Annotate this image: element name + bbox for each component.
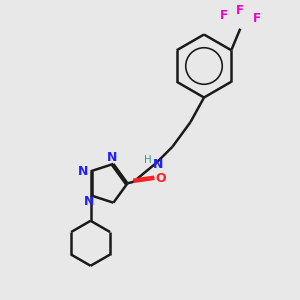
Text: H: H <box>144 154 152 165</box>
Text: N: N <box>78 165 88 178</box>
Text: F: F <box>220 9 228 22</box>
Text: O: O <box>156 172 167 185</box>
Text: F: F <box>236 4 244 16</box>
Text: F: F <box>253 12 261 25</box>
Text: N: N <box>84 195 94 208</box>
Text: N: N <box>153 158 164 171</box>
Text: N: N <box>107 151 117 164</box>
